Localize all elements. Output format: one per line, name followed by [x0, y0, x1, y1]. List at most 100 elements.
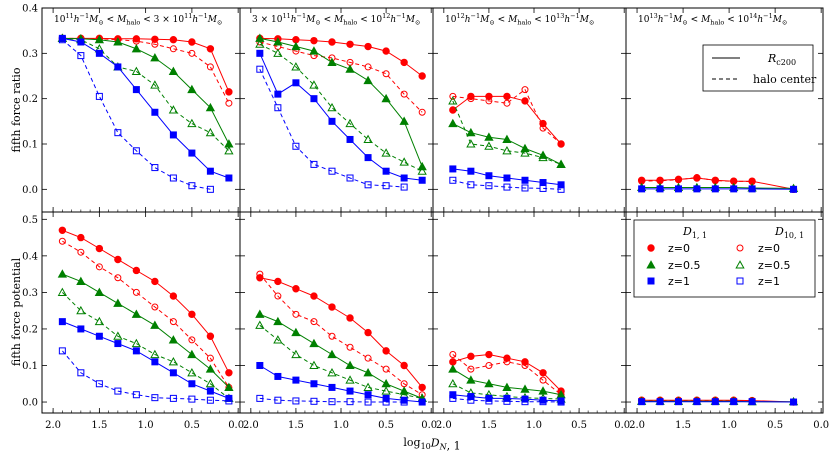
data-point — [418, 176, 426, 184]
data-point — [188, 380, 196, 388]
data-point — [448, 96, 458, 105]
data-point — [169, 292, 178, 300]
data-point — [382, 182, 390, 190]
data-point — [521, 398, 529, 406]
legend-part: D — [682, 225, 692, 238]
data-point — [206, 45, 215, 53]
data-point — [327, 102, 337, 112]
data-point — [638, 185, 646, 193]
series-line — [259, 37, 423, 167]
series-line — [452, 88, 562, 145]
data-point — [449, 394, 457, 402]
data-point — [187, 84, 197, 94]
data-point — [503, 183, 511, 191]
data-point — [58, 237, 66, 245]
data-point — [328, 117, 336, 125]
data-point — [485, 361, 493, 369]
data-point — [225, 99, 233, 107]
data-point — [346, 387, 354, 395]
data-point — [345, 118, 355, 128]
data-point — [346, 135, 354, 143]
data-point — [151, 358, 159, 366]
data-point — [485, 350, 493, 359]
data-point — [346, 343, 354, 351]
x-tick-label: 1.0 — [138, 420, 154, 431]
data-point — [418, 398, 426, 406]
data-point — [449, 358, 457, 366]
data-point — [418, 72, 426, 80]
legend-marker-open — [735, 260, 745, 269]
title-part: < — [104, 15, 117, 25]
data-point — [557, 140, 565, 148]
data-point — [328, 167, 336, 175]
x-tick-label: 1.5 — [675, 420, 691, 431]
panel-title: 1012h−1M⊙ < Mhalo < 1013h−1M⊙ — [445, 12, 594, 27]
data-point — [151, 35, 159, 43]
data-point — [132, 86, 140, 94]
data-point — [399, 157, 409, 166]
data-point — [448, 364, 458, 373]
title-part: M — [479, 15, 490, 25]
data-point — [417, 166, 427, 175]
data-point — [169, 131, 177, 139]
data-point — [310, 397, 318, 405]
data-point — [256, 394, 264, 402]
data-point — [224, 382, 234, 391]
title-part: halo — [517, 19, 531, 27]
data-point — [382, 70, 390, 78]
series-line — [259, 324, 423, 399]
data-point — [382, 365, 390, 373]
y-tick-label: 0.2 — [22, 324, 38, 335]
xlabel-part: D — [430, 437, 440, 450]
title-part: M — [207, 15, 218, 25]
x-tick-label: 1.0 — [526, 420, 542, 431]
data-point — [188, 310, 196, 319]
data-point — [169, 45, 177, 53]
data-point — [273, 335, 283, 344]
series-line — [641, 176, 753, 183]
data-point — [449, 351, 457, 359]
data-point — [255, 320, 265, 329]
panel-title: 1011h−1M⊙ < Mhalo < 3 × 1011h−1M⊙ — [54, 12, 222, 27]
data-point — [363, 367, 373, 377]
panel-1-2 — [448, 350, 566, 406]
data-point — [292, 397, 300, 405]
data-point — [520, 148, 530, 157]
data-point — [364, 398, 372, 406]
data-point — [467, 396, 475, 404]
series-line — [452, 100, 562, 165]
series-line — [259, 277, 423, 388]
legend-label-halo-center: halo center — [753, 73, 817, 86]
data-point — [730, 185, 738, 193]
panel-title: 1013h−1M⊙ < Mhalo < 1014h−1M⊙ — [638, 12, 787, 27]
data-point — [539, 184, 547, 192]
data-point — [346, 398, 354, 406]
title-part: ⊙ — [415, 19, 420, 27]
data-point — [292, 285, 300, 293]
data-point — [256, 65, 264, 73]
data-point — [364, 391, 372, 399]
data-point — [114, 340, 122, 348]
y-tick-label: 0.2 — [22, 94, 38, 105]
series-line — [452, 354, 562, 396]
data-point — [521, 184, 529, 192]
title-part: 12 — [382, 12, 390, 20]
title-part: −1 — [396, 12, 406, 20]
plot-area — [41, 7, 824, 414]
title-part: 10 — [54, 15, 66, 25]
panel-frame — [625, 211, 824, 414]
data-point — [693, 174, 701, 182]
title-part: h — [757, 15, 763, 25]
data-point — [400, 183, 408, 191]
data-point — [188, 395, 196, 403]
series-line — [259, 43, 423, 172]
series-line — [259, 41, 423, 113]
series-line — [62, 273, 230, 388]
title-part: < 10 — [531, 15, 556, 25]
title-part: M — [700, 15, 711, 25]
data-point — [503, 354, 511, 362]
data-point — [310, 95, 318, 103]
title-part: 13 — [649, 12, 657, 20]
title-part: 11 — [282, 12, 290, 20]
title-part: 10 — [445, 15, 457, 25]
